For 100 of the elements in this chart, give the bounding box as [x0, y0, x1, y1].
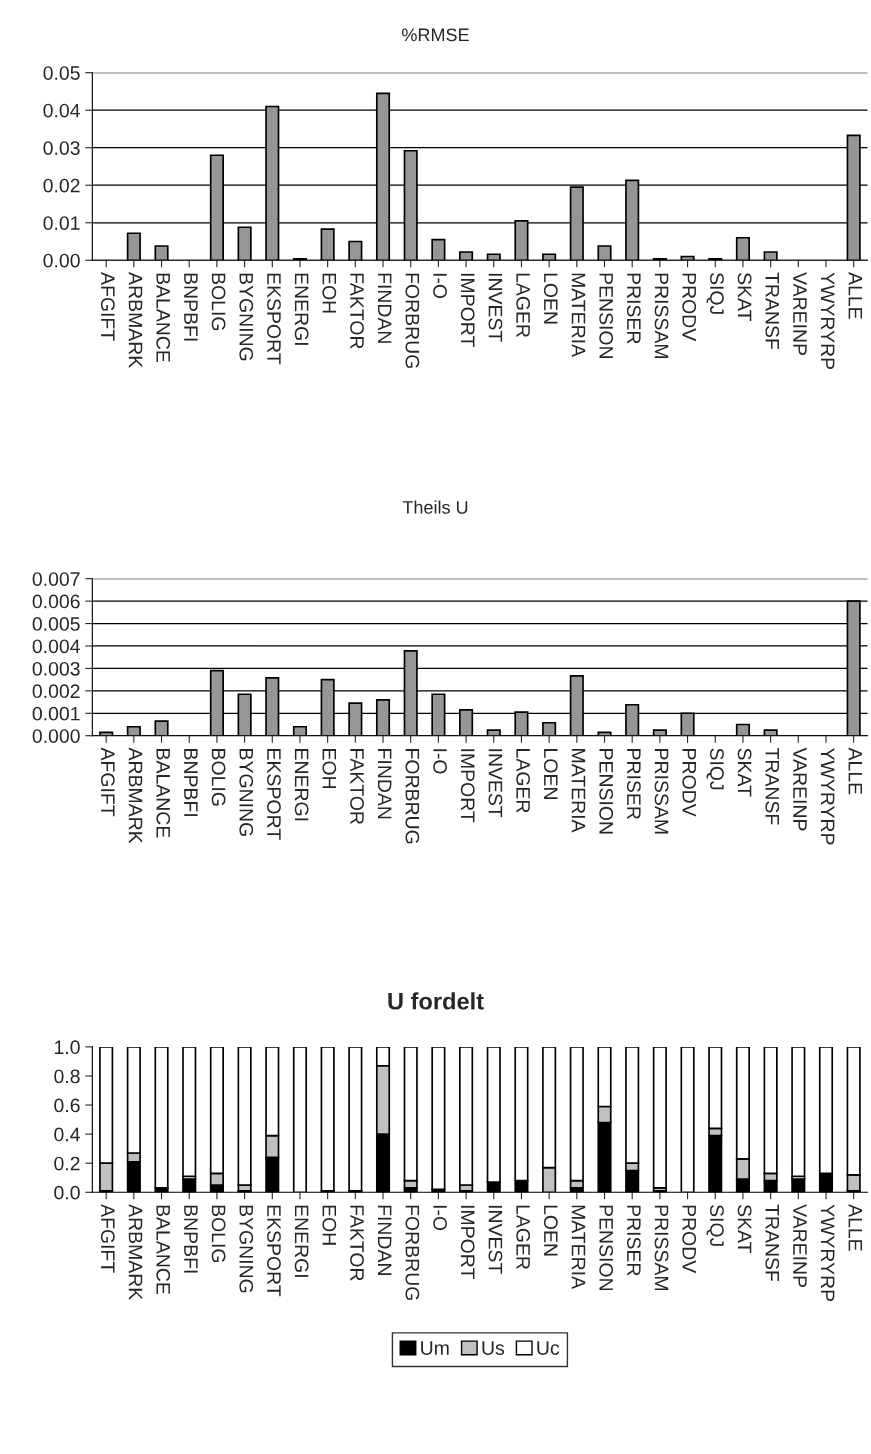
x-tick-label: LOEN [543, 273, 558, 324]
x-tick-label: ENERGI [294, 749, 309, 821]
x-tick-label: MATERIA [571, 273, 586, 358]
x-tick-label: BNPBFI [184, 273, 198, 341]
y-tick-label: 0.6 [54, 1098, 80, 1113]
x-tick-label: YWYRYRP [820, 1204, 835, 1302]
x-tick-label: SIQJ [706, 1204, 724, 1246]
y-tick-label: 0.001 [32, 706, 80, 721]
x-tick-label: FAKTOR [350, 749, 364, 825]
x-tick-label: SIQJ [706, 748, 724, 790]
x-tick-label: EOH [322, 1205, 337, 1245]
x-tick-label: PENSION [599, 273, 614, 359]
x-tick-label: INVEST [488, 273, 503, 342]
x-tick-label: INVEST [488, 749, 503, 818]
x-tick-label: FAKTOR [350, 273, 364, 349]
y-tick-label: 1.0 [54, 1040, 80, 1055]
x-tick-label: PRISER [626, 749, 641, 820]
x-tick-label: SIQJ [706, 272, 724, 314]
x-tick-label: EOH [322, 273, 337, 313]
x-tick-label: VAREINP [793, 1204, 807, 1287]
x-tick-label: LAGER [516, 749, 530, 813]
y-tick-label: 0.01 [43, 216, 80, 230]
x-tick-label: SKAT [737, 1204, 752, 1253]
x-tick-label: BOLIG [211, 273, 226, 331]
y-tick-label: 0.4 [54, 1127, 80, 1142]
x-tick-label: EOH [322, 749, 337, 789]
x-tick-label: LOEN [543, 1205, 558, 1256]
x-tick-label: FORBRUG [405, 749, 420, 844]
x-tick-label: PRODV [682, 749, 697, 817]
x-tick-label: BYGNING [239, 1205, 254, 1293]
x-tick-label: AFGIFT [100, 747, 115, 817]
y-tick-label: 0.02 [43, 178, 80, 193]
x-tick-label: INVEST [488, 1205, 503, 1274]
x-tick-label: LAGER [516, 273, 530, 338]
x-tick-label: BALANCE [156, 1205, 171, 1295]
x-tick-label: FINDAN [377, 273, 392, 343]
x-tick-label: ENERGI [294, 273, 309, 345]
x-tick-label: ENERGI [294, 1205, 309, 1277]
x-tick-label: TRANSF [765, 272, 780, 350]
x-tick-label: FAKTOR [350, 1205, 364, 1281]
x-tick-label: I-O [433, 749, 447, 774]
y-tick-label: 0.003 [32, 661, 80, 676]
x-tick-label: ALLE [848, 747, 863, 795]
x-tick-label: YWYRYRP [820, 747, 835, 845]
y-tick-label: 0.002 [32, 684, 80, 699]
x-tick-label: PRISSAM [654, 1205, 669, 1291]
x-tick-label: BNPBFI [184, 749, 198, 816]
x-tick-label: EKSPORT [267, 749, 281, 840]
x-tick-label: PRODV [682, 1205, 697, 1274]
legend-label: Us [482, 1341, 505, 1355]
x-tick-label: PRISSAM [654, 749, 669, 834]
x-tick-label: PRISER [626, 1205, 641, 1276]
x-tick-label: IMPORT [460, 749, 475, 823]
x-tick-label: YWYRYRP [820, 272, 835, 370]
x-tick-label: ARBMARK [128, 747, 143, 844]
x-tick-label: FINDAN [377, 749, 392, 819]
y-tick-label: 0.2 [54, 1156, 80, 1171]
x-tick-label: BOLIG [211, 1205, 226, 1263]
y-tick-label: 0.05 [43, 66, 80, 80]
x-tick-label: BALANCE [156, 273, 171, 363]
y-tick-label: 0.03 [43, 141, 80, 155]
y-tick-label: 0.000 [32, 729, 80, 743]
x-tick-label: PRISSAM [654, 273, 669, 358]
x-tick-label: VAREINP [793, 272, 807, 355]
x-tick-label: MATERIA [571, 749, 586, 833]
x-tick-label: VAREINP [793, 747, 807, 831]
x-tick-label: PRODV [682, 273, 697, 342]
y-tick-label: 0.00 [43, 253, 80, 268]
x-tick-label: ARBMARK [128, 272, 143, 369]
x-tick-label: LOEN [543, 749, 558, 799]
x-tick-label: FORBRUG [405, 273, 420, 368]
y-tick-label: 0.007 [32, 572, 80, 586]
x-tick-label: ALLE [848, 1204, 863, 1251]
x-tick-label: ALLE [848, 272, 863, 319]
y-tick-label: 0.8 [54, 1069, 80, 1084]
y-tick-label: 0.04 [43, 103, 80, 118]
legend-label: Um [421, 1341, 449, 1355]
x-tick-label: ARBMARK [128, 1204, 143, 1301]
y-tick-label: 0.004 [32, 639, 80, 654]
x-tick-label: I-O [433, 1205, 447, 1231]
legend-label: Uc [537, 1341, 560, 1355]
y-tick-label: 0.005 [32, 617, 80, 631]
x-tick-label: AFGIFT [100, 1204, 115, 1273]
x-tick-label: EKSPORT [267, 1205, 281, 1297]
x-tick-label: FINDAN [377, 1205, 392, 1275]
x-tick-label: IMPORT [460, 1205, 475, 1279]
x-tick-label: I-O [433, 273, 447, 299]
x-tick-label: TRANSF [765, 1204, 780, 1282]
x-tick-label: BALANCE [156, 749, 171, 838]
x-tick-label: SKAT [737, 272, 752, 321]
y-tick-label: 0.0 [54, 1185, 80, 1200]
x-tick-label: PENSION [599, 749, 614, 834]
x-tick-label: FORBRUG [405, 1205, 420, 1300]
x-tick-label: PRISER [626, 273, 641, 344]
x-tick-label: LAGER [516, 1205, 530, 1270]
chart-title: U fordelt [388, 992, 484, 1010]
x-tick-label: BNPBFI [184, 1205, 198, 1273]
chart-title: %RMSE [402, 28, 469, 42]
chart-title: Theils U [402, 500, 468, 514]
x-tick-label: BOLIG [211, 749, 226, 806]
